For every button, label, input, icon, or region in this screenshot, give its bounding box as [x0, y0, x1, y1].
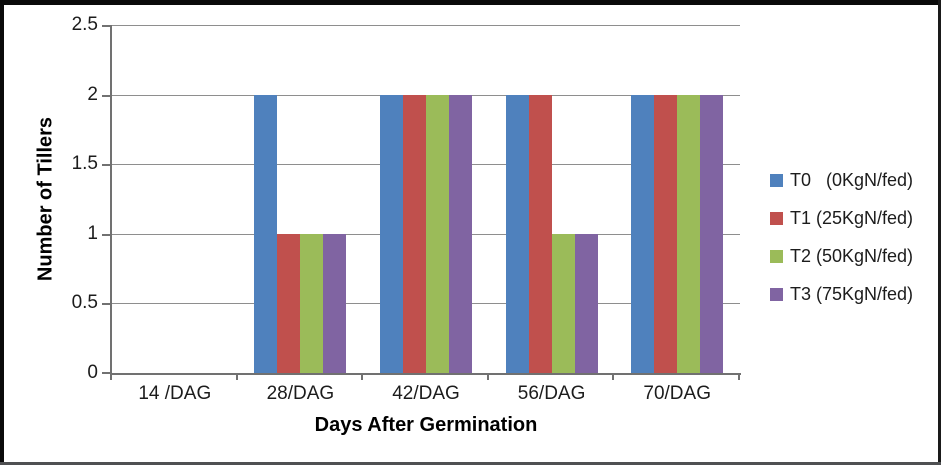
bar-T1-56DAG	[528, 95, 552, 373]
x-axis-label-70DAG: 70/DAG	[643, 383, 711, 404]
y-axis-label-1.5: 1.5	[71, 153, 98, 174]
x-axis-label-42DAG: 42/DAG	[392, 383, 460, 404]
x-tick-2	[361, 375, 363, 380]
frame-border-left	[0, 0, 4, 464]
y-axis-label-0.5: 0.5	[71, 292, 98, 313]
legend-item-T2: T2 (50KgN/fed)	[770, 245, 913, 267]
legend-swatch-icon	[770, 287, 783, 301]
legend-label: T2 (50KgN/fed)	[790, 246, 914, 266]
legend-item-T1: T1 (25KgN/fed)	[770, 207, 913, 229]
bar-T2-56DAG	[551, 234, 575, 373]
bar-group-14DAG	[112, 25, 238, 373]
y-tick-2	[102, 95, 110, 97]
bar-group-70DAG	[614, 25, 740, 373]
bar-T0-70DAG	[631, 95, 655, 373]
frame-border-top	[0, 0, 941, 5]
x-tick-0	[110, 375, 112, 380]
y-tick-0	[102, 372, 110, 374]
gridline-2.5	[112, 25, 740, 26]
bar-T1-42DAG	[402, 95, 426, 373]
y-axis-label-2: 2	[87, 84, 98, 105]
chart-legend: T0 (0KgN/fed) T1 (25KgN/fed) T2 (50KgN/fed…	[770, 169, 913, 321]
bar-group-28DAG	[238, 25, 364, 373]
bar-T1-70DAG	[654, 95, 678, 373]
legend-item-T3: T3 (75KgN/fed)	[770, 283, 913, 305]
legend-swatch-icon	[770, 249, 783, 263]
bar-T3-70DAG	[700, 95, 724, 373]
legend-swatch-icon	[770, 173, 783, 187]
x-tick-1	[236, 375, 238, 380]
bar-group-56DAG	[489, 25, 615, 373]
bar-T2-42DAG	[425, 95, 449, 373]
bar-T0-42DAG	[379, 95, 403, 373]
bar-T3-28DAG	[323, 234, 347, 373]
y-axis-label-1: 1	[87, 223, 98, 244]
x-axis-label-28DAG: 28/DAG	[266, 383, 335, 404]
legend-label: T3 (75KgN/fed)	[790, 284, 914, 304]
y-tick-2.5	[102, 25, 110, 27]
y-axis-label-0: 0	[87, 362, 98, 383]
x-axis-label-56DAG: 56/DAG	[517, 383, 586, 404]
bar-T3-56DAG	[574, 234, 598, 373]
y-axis-line	[110, 25, 112, 375]
y-tick-0.5	[102, 303, 110, 305]
legend-label: T0 (0KgN/fed)	[790, 170, 914, 190]
legend-swatch-icon	[770, 211, 783, 225]
bar-T2-28DAG	[300, 234, 324, 373]
x-axis-label-14DAG: 14 /DAG	[138, 383, 212, 404]
x-tick-3	[487, 375, 489, 380]
y-axis-title: Number of Tillers	[34, 116, 57, 282]
bar-T0-56DAG	[505, 95, 529, 373]
bar-group-42DAG	[363, 25, 489, 373]
bar-T3-42DAG	[448, 95, 472, 373]
bar-T0-28DAG	[254, 95, 278, 373]
x-axis-title: Days After Germination	[314, 414, 538, 436]
y-axis-label-2.5: 2.5	[71, 14, 98, 35]
legend-item-T0: T0 (0KgN/fed)	[770, 169, 913, 191]
frame-border-right	[938, 0, 941, 464]
x-axis-line	[110, 373, 741, 375]
x-tick-4	[612, 375, 614, 380]
x-tick-5	[738, 375, 740, 380]
bar-T1-28DAG	[277, 234, 301, 373]
y-tick-1	[102, 234, 110, 236]
legend-label: T1 (25KgN/fed)	[790, 208, 914, 228]
frame-border-bottom	[0, 462, 941, 465]
bar-T2-70DAG	[677, 95, 701, 373]
y-tick-1.5	[102, 164, 110, 166]
